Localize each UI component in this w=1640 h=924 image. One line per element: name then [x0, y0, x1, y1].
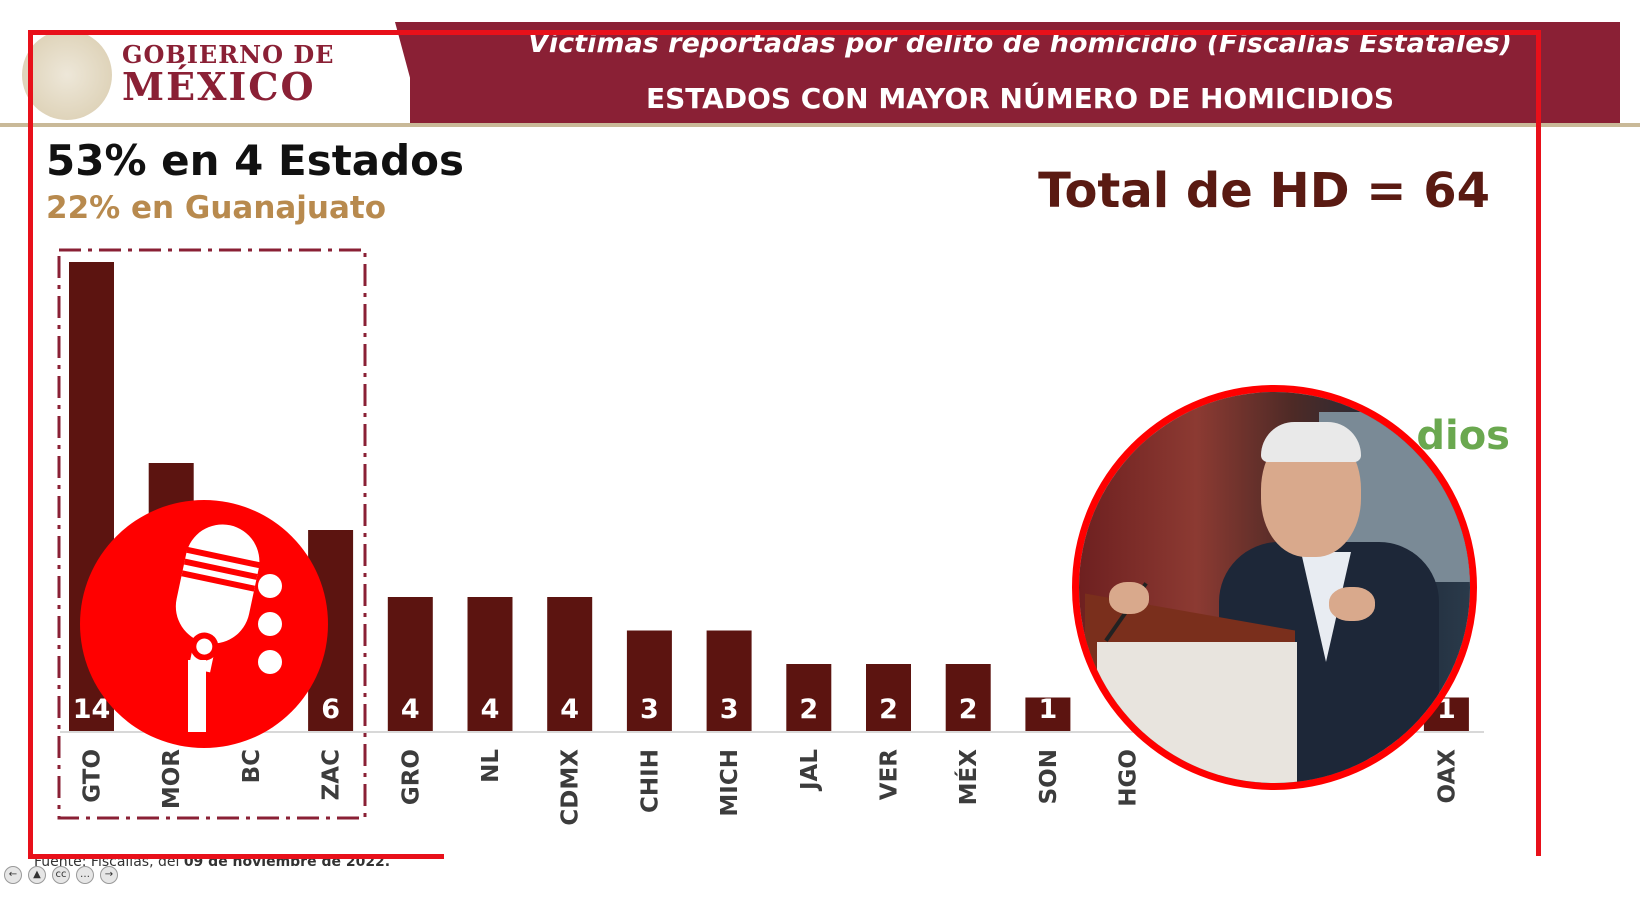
person-icon[interactable]: ▲ [28, 866, 46, 884]
category-label: ZAC [319, 749, 345, 800]
government-seal-icon [22, 30, 112, 120]
category-label: MÉX [954, 749, 982, 806]
slide-subtitle: ESTADOS CON MAYOR NÚMERO DE HOMICIDIOS [645, 82, 1395, 115]
logo-text-line2: MÉXICO [122, 64, 316, 109]
category-label: BC [239, 749, 265, 783]
category-label: GTO [80, 749, 106, 803]
header-divider [0, 123, 1640, 127]
headline: 53% en 4 Estados [46, 136, 465, 185]
bar-value-label: 2 [799, 694, 818, 725]
bar-value-label: 3 [640, 694, 659, 725]
bar-chih [626, 630, 672, 731]
bar-son [1025, 697, 1071, 731]
highlight-frame-top [30, 30, 1540, 35]
microphone-icon [175, 524, 282, 732]
back-icon[interactable]: ← [4, 866, 22, 884]
speaker-photo [1072, 385, 1477, 790]
category-label: VER [877, 749, 903, 801]
bar-cdmx [547, 597, 593, 731]
bar-value-label: 4 [560, 694, 579, 725]
highlight-frame-bottom [28, 854, 444, 859]
bar-value-label: 1 [1039, 694, 1058, 725]
total-text: Total de HD = 64 [1038, 163, 1490, 219]
bar-value-label: 4 [481, 694, 500, 725]
highlight-frame-left [28, 30, 33, 856]
highlight-frame-right [1536, 30, 1541, 856]
player-controls: ← ▲ cc … → [4, 866, 118, 884]
cc-icon[interactable]: cc [52, 866, 70, 884]
subheadline: 22% en Guanajuato [46, 190, 387, 226]
category-label: JAL [797, 749, 823, 792]
bar-value-label: 14 [73, 694, 111, 725]
category-label: MICH [717, 749, 743, 817]
bar-méx [945, 664, 991, 731]
bar-value-label: 2 [879, 694, 898, 725]
bar-value-label: 4 [401, 694, 420, 725]
category-label: MOR [159, 749, 185, 809]
header-band [410, 22, 1620, 126]
category-label: NL [478, 749, 504, 783]
microphone-badge [80, 500, 328, 748]
forward-icon[interactable]: → [100, 866, 118, 884]
category-label: CHIH [637, 749, 663, 813]
bar-nl [467, 597, 513, 731]
bar-value-label: 6 [321, 694, 340, 725]
bar-value-label: 2 [959, 694, 978, 725]
highlight-box [57, 248, 367, 820]
category-label: CDMX [558, 749, 584, 826]
logo-text-line1: GOBIERNO DE [122, 40, 335, 69]
bar-mich [706, 630, 752, 731]
more-icon[interactable]: … [76, 866, 94, 884]
bar-gro [387, 597, 433, 731]
category-label: GRO [398, 749, 424, 805]
category-label: SON [1036, 749, 1062, 804]
bar-jal [786, 664, 832, 731]
bar-value-label: 3 [720, 694, 739, 725]
bar-ver [866, 664, 911, 731]
